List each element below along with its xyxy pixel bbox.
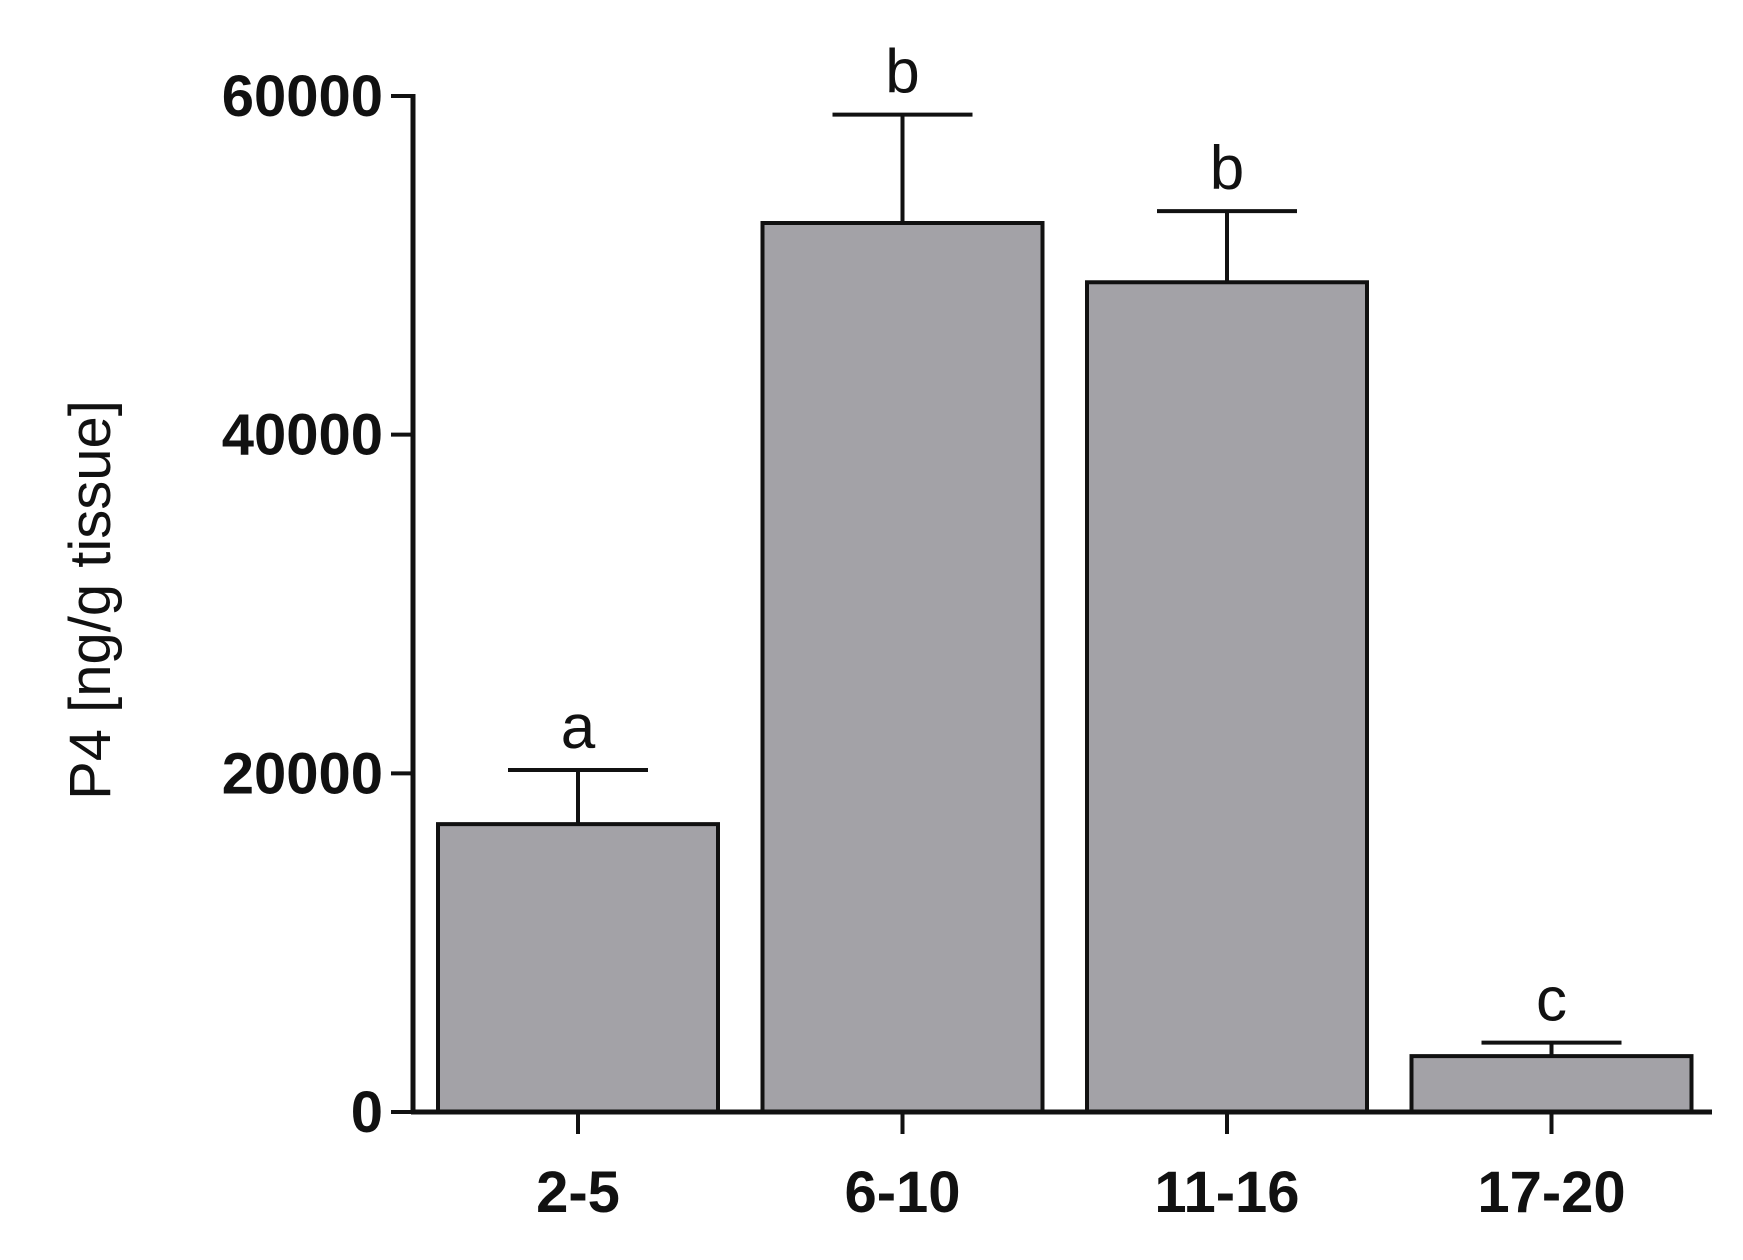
y-tick-label-60000: 60000 xyxy=(222,64,383,129)
bar-6-10 xyxy=(760,221,1045,1114)
x-tick-label-2-5: 2-5 xyxy=(536,1160,620,1225)
bars-group xyxy=(436,221,1694,1115)
significance-labels-group: a b b c xyxy=(561,38,1567,1035)
x-axis: 2-5 6-10 11-16 17-20 xyxy=(411,1109,1712,1225)
significance-label-6-10: b xyxy=(885,38,919,107)
significance-label-17-20: c xyxy=(1536,966,1567,1035)
error-bars-group xyxy=(508,112,1622,1057)
significance-label-2-5: a xyxy=(561,693,596,762)
y-tick-label-0: 0 xyxy=(351,1080,383,1145)
y-tick-label-20000: 20000 xyxy=(222,741,383,806)
bar-17-20 xyxy=(1409,1054,1694,1114)
y-axis-title: P4 [ng/g tissue] xyxy=(58,400,123,800)
bar-11-16 xyxy=(1085,280,1369,1114)
x-tick-label-6-10: 6-10 xyxy=(844,1160,960,1225)
significance-label-11-16: b xyxy=(1210,134,1244,203)
y-tick-label-40000: 40000 xyxy=(222,403,383,468)
y-axis: 0 20000 40000 60000 xyxy=(222,64,416,1145)
x-tick-label-17-20: 17-20 xyxy=(1477,1160,1625,1225)
x-tick-label-11-16: 11-16 xyxy=(1154,1160,1299,1225)
bar-2-5 xyxy=(436,822,720,1115)
